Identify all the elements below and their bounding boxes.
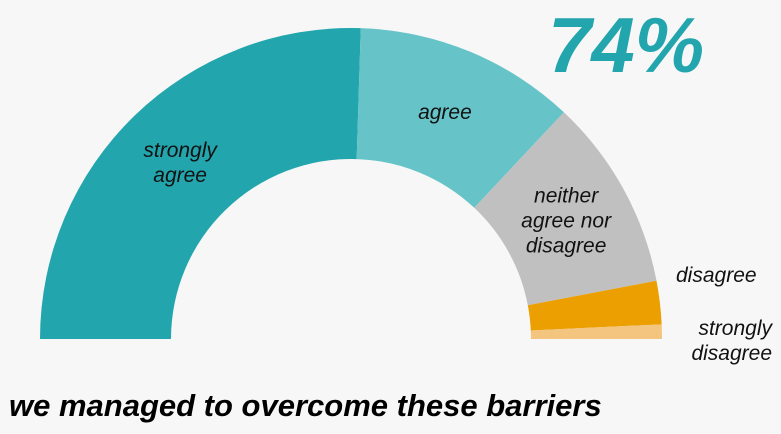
slice-strongly-disagree [530, 324, 662, 339]
data-label-neither-agree-nor-disagree: neither agree nor disagree [521, 185, 612, 258]
data-label-strongly-agree: strongly agree [143, 139, 218, 187]
data-label-disagree: disagree [676, 264, 757, 287]
slice-disagree [527, 280, 662, 331]
data-label-strongly-disagree: strongly disagree [691, 317, 773, 365]
chart-caption: we managed to overcome these barriers [9, 388, 602, 423]
slice-agree [356, 28, 564, 208]
data-label-agree: agree [418, 101, 472, 124]
headline-percentage: 74% [548, 1, 705, 89]
slice-neither-agree-nor-disagree [474, 112, 657, 306]
slice-strongly-agree [40, 28, 361, 340]
